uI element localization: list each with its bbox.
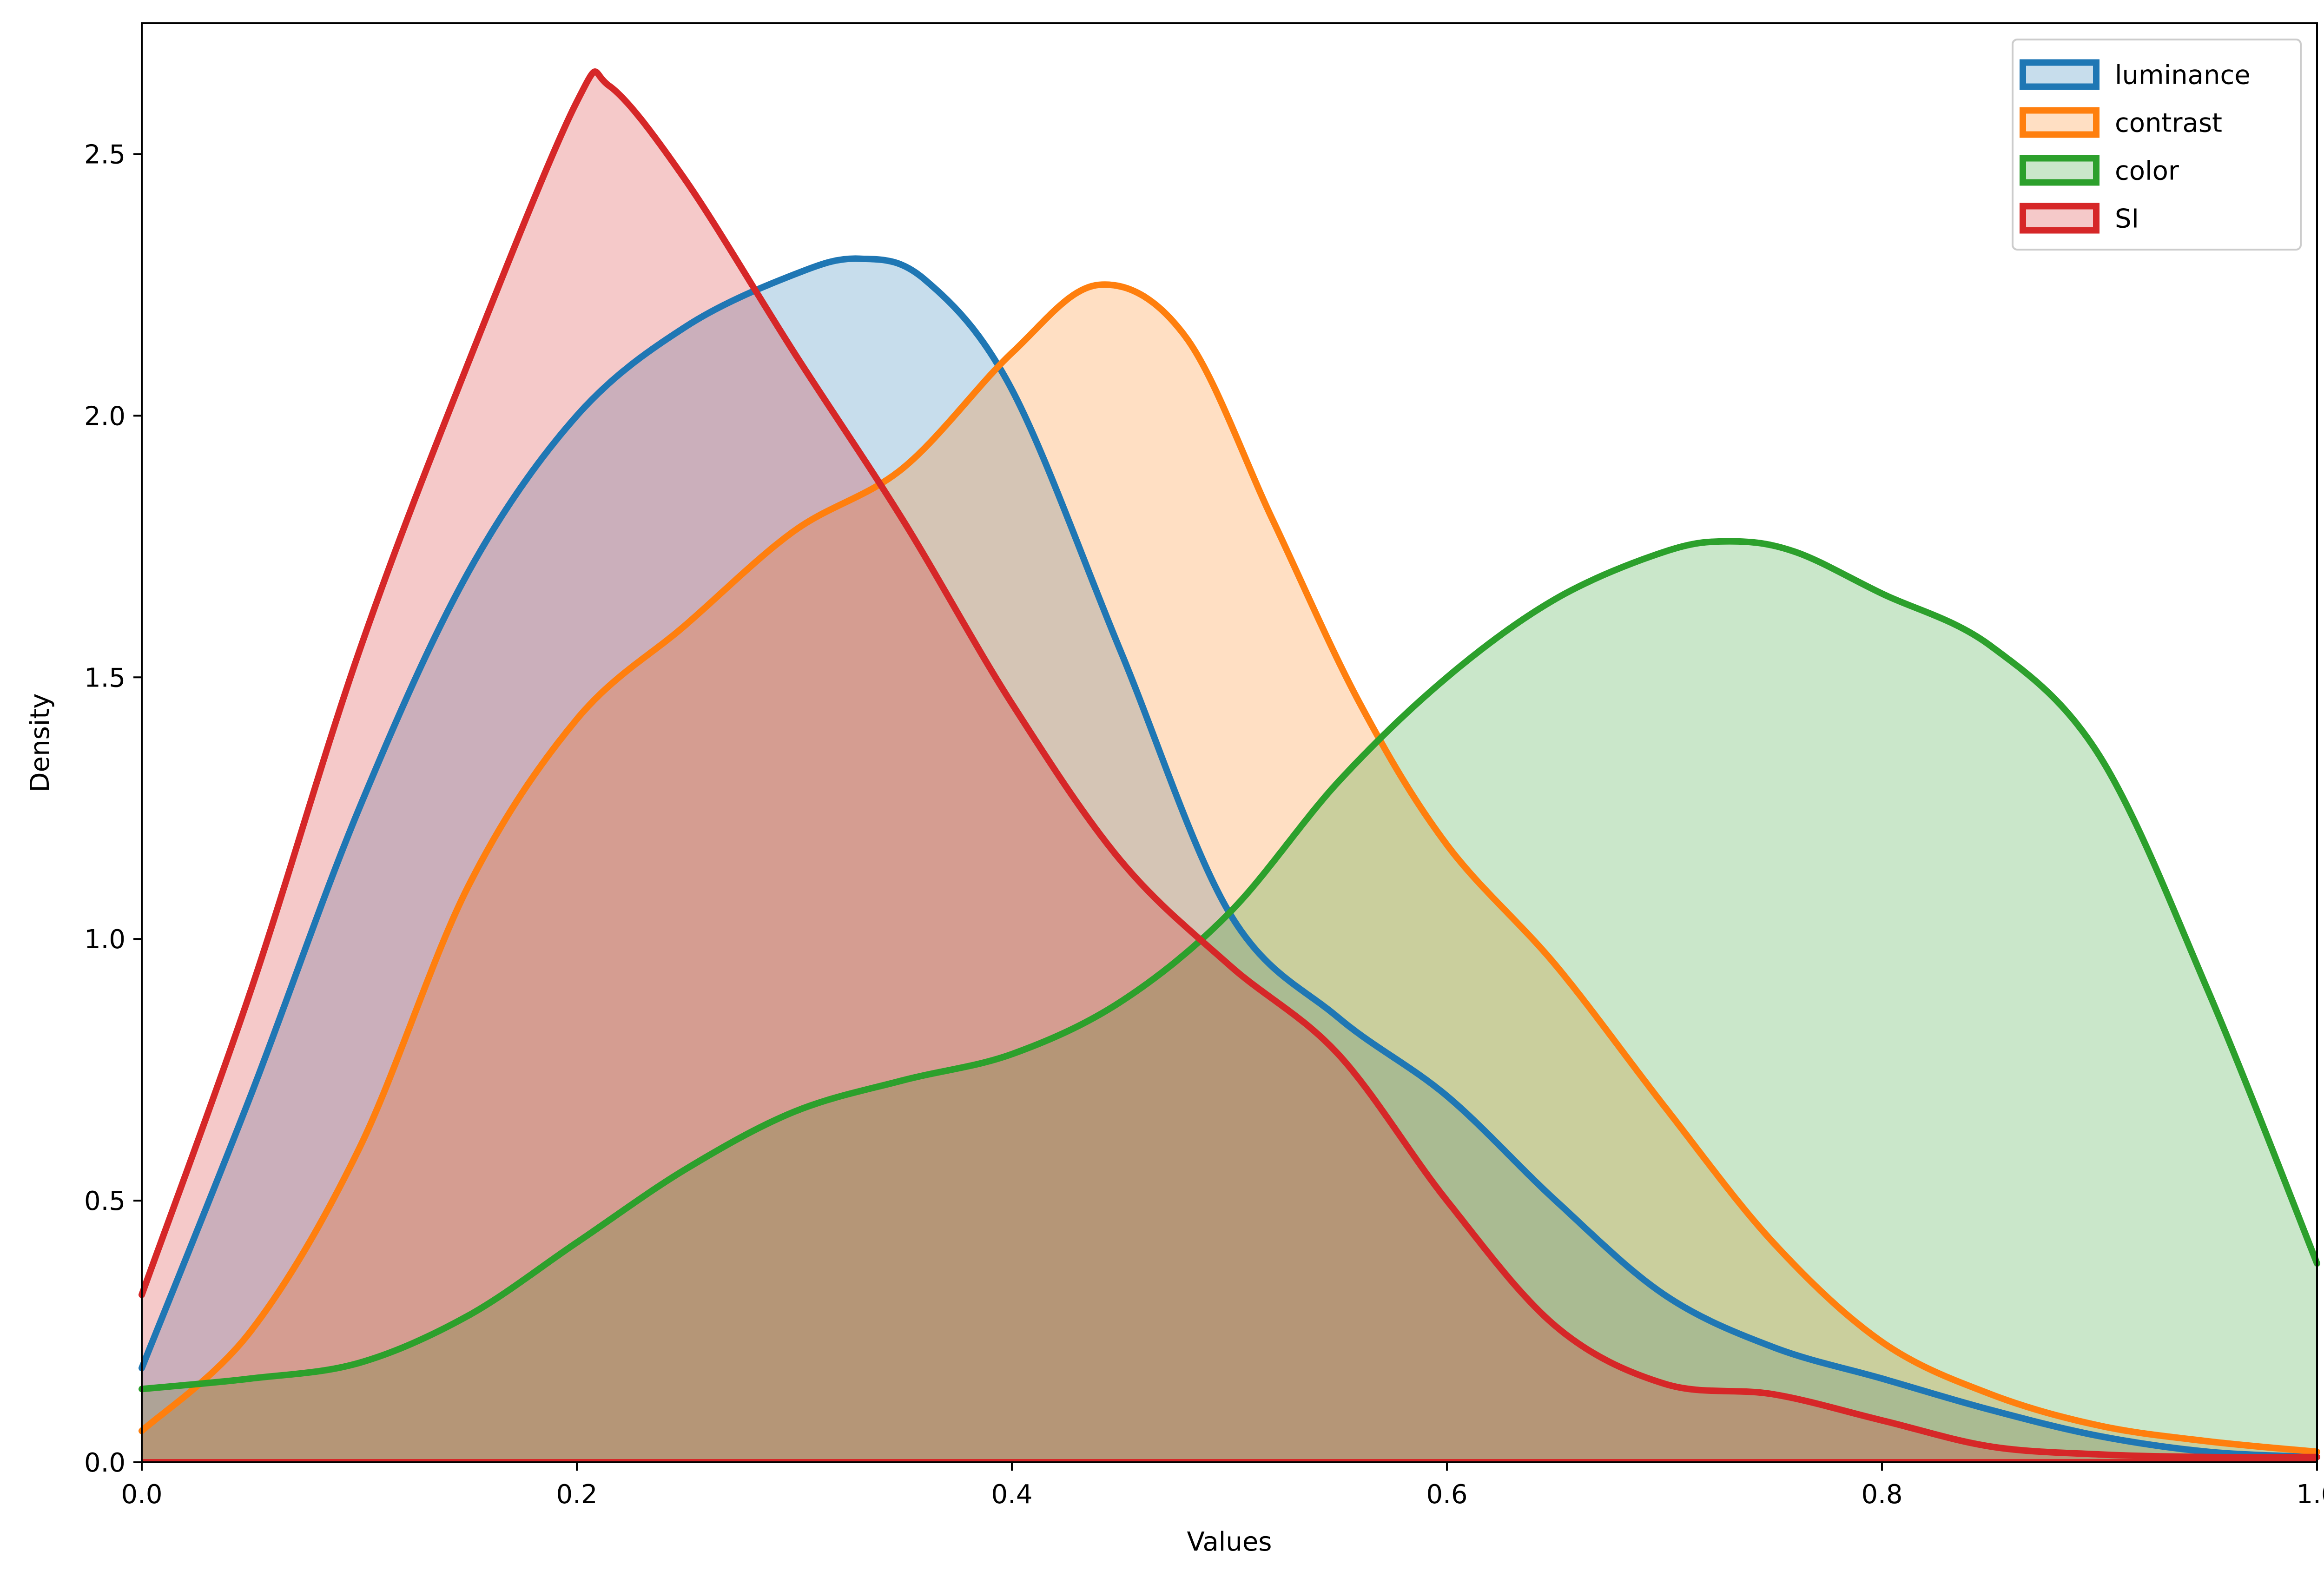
series-line-color xyxy=(139,538,2320,1393)
legend-item-si: SI xyxy=(2020,203,2139,234)
legend-item-luminance: luminance xyxy=(2020,59,2251,91)
x-axis: 0.0 0.2 0.4 0.6 0.8 1.0 xyxy=(121,1462,2324,1510)
series-line-si xyxy=(139,68,2320,1461)
series-line-contrast xyxy=(139,281,2320,1455)
legend-swatch-contrast xyxy=(2020,107,2100,138)
y-axis: 0.0 0.5 1.0 1.5 2.0 2.5 xyxy=(84,139,142,1478)
x-tick-label: 1.0 xyxy=(2296,1479,2324,1510)
x-axis-label: Values xyxy=(1187,1527,1272,1557)
x-tick-label: 0.4 xyxy=(991,1479,1032,1510)
series-fill-luminance xyxy=(142,258,2317,1463)
y-tick-label: 2.5 xyxy=(84,139,125,170)
x-tick-label: 0.2 xyxy=(556,1479,597,1510)
legend-label-contrast: contrast xyxy=(2115,108,2222,139)
legend-label-luminance: luminance xyxy=(2115,60,2251,91)
x-tick-label: 0.8 xyxy=(1861,1479,1902,1510)
x-tick-label: 0.6 xyxy=(1426,1479,1467,1510)
plot-frame xyxy=(141,22,2318,1463)
legend-swatch-bg xyxy=(2023,158,2096,183)
legend-label-color: color xyxy=(2115,156,2179,186)
x-tick-label: 0.0 xyxy=(121,1479,162,1510)
legend-swatch-color xyxy=(2020,155,2100,186)
y-tick-label: 0.0 xyxy=(84,1448,125,1478)
legend: luminance contrast color SI xyxy=(2012,39,2302,251)
series-fill-si xyxy=(142,72,2317,1463)
series-line-luminance xyxy=(139,255,2320,1460)
density-lines xyxy=(139,68,2320,1463)
legend-swatch-bg xyxy=(2023,110,2096,135)
legend-swatch-si xyxy=(2020,203,2100,234)
legend-swatch-luminance xyxy=(2020,59,2100,90)
y-axis-label: Density xyxy=(25,693,55,792)
y-tick-label: 0.5 xyxy=(84,1186,125,1216)
y-tick-label: 2.0 xyxy=(84,401,125,431)
legend-label-si: SI xyxy=(2115,204,2139,234)
legend-item-contrast: contrast xyxy=(2020,107,2222,139)
density-fills xyxy=(142,72,2317,1463)
legend-swatch-bg xyxy=(2023,62,2096,87)
legend-swatch-bg xyxy=(2023,206,2096,231)
y-tick-label: 1.0 xyxy=(84,924,125,955)
legend-item-color: color xyxy=(2020,155,2179,186)
series-fill-color xyxy=(142,541,2317,1462)
y-tick-label: 1.5 xyxy=(84,663,125,693)
legend-box xyxy=(2012,39,2302,251)
